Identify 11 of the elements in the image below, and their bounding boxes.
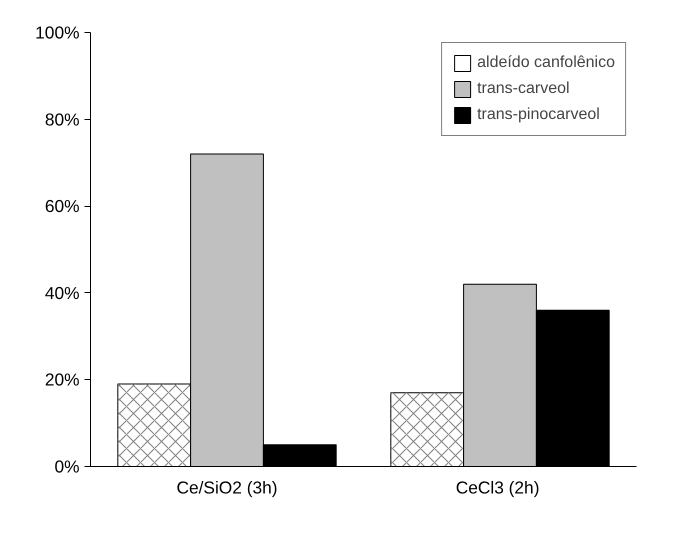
- legend-label: aldeído canfolênico: [477, 54, 615, 72]
- legend-label: trans-pinocarveol: [477, 106, 600, 124]
- legend-label: trans-carveol: [477, 80, 570, 98]
- y-tick-label: 100%: [35, 22, 80, 42]
- y-tick-label: 40%: [44, 282, 80, 303]
- y-tick-label: 60%: [44, 196, 80, 216]
- y-tick-label: 0%: [54, 456, 80, 476]
- y-tick-label: 20%: [44, 370, 80, 390]
- x-tick-label: Ce/SiO2 (3h): [176, 478, 278, 498]
- y-tick-label: 80%: [44, 109, 80, 130]
- x-tick-label: CeCl3 (2h): [456, 478, 540, 498]
